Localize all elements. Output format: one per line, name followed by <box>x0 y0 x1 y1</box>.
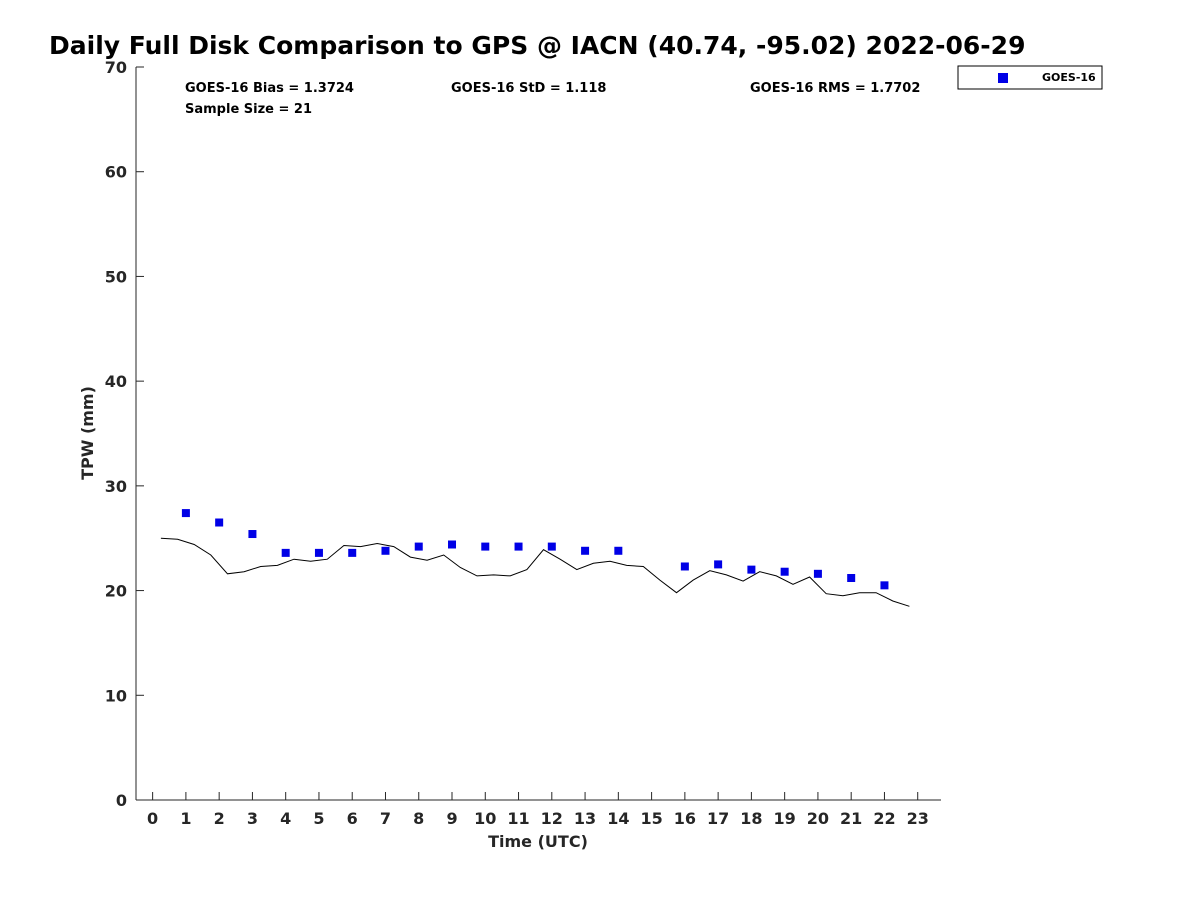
x-tick-label: 20 <box>807 809 829 828</box>
y-tick-label: 20 <box>105 582 127 601</box>
goes16-point <box>348 548 357 557</box>
x-tick-label: 7 <box>380 809 391 828</box>
goes16-point <box>581 546 590 555</box>
goes16-series <box>181 509 889 590</box>
goes16-point <box>514 542 523 551</box>
goes16-point <box>381 546 390 555</box>
x-tick-label: 17 <box>707 809 729 828</box>
x-tick-label: 18 <box>740 809 762 828</box>
x-tick-label: 15 <box>640 809 662 828</box>
legend-marker <box>998 73 1008 83</box>
y-tick-label: 30 <box>105 477 127 496</box>
y-tick-label: 60 <box>105 163 127 182</box>
goes16-point <box>614 546 623 555</box>
x-tick-label: 12 <box>541 809 563 828</box>
x-tick-label: 0 <box>147 809 158 828</box>
x-tick-label: 16 <box>674 809 696 828</box>
rms-stat: GOES-16 RMS = 1.7702 <box>750 81 920 96</box>
x-tick-label: 14 <box>607 809 629 828</box>
x-tick-label: 6 <box>347 809 358 828</box>
bias-stat: GOES-16 Bias = 1.3724 <box>185 81 354 96</box>
goes16-point <box>414 542 423 551</box>
gps-series <box>160 537 910 607</box>
legend-box <box>957 65 1103 90</box>
goes16-point <box>680 562 689 571</box>
goes16-point <box>880 581 889 590</box>
x-tick-label: 23 <box>907 809 929 828</box>
legend: GOES-16 <box>957 65 1103 90</box>
y-tick-label: 50 <box>105 267 127 286</box>
x-axis-ticks: 0 1 2 3 4 5 6 7 8 9 10 11 12 13 14 15 16 17 18 19 20 21 22 23 <box>147 792 929 828</box>
x-tick-label: 19 <box>774 809 796 828</box>
x-tick-label: 11 <box>507 809 529 828</box>
plot-area <box>136 67 941 800</box>
x-tick-label: 1 <box>180 809 191 828</box>
y-tick-label: 70 <box>105 58 127 77</box>
goes16-point <box>215 518 224 527</box>
std-stat: GOES-16 StD = 1.118 <box>451 81 606 96</box>
goes16-point <box>314 548 323 557</box>
axes <box>135 67 941 801</box>
x-tick-label: 22 <box>873 809 895 828</box>
x-tick-label: 9 <box>446 809 457 828</box>
goes16-point <box>847 574 856 583</box>
gps-line <box>160 537 910 607</box>
x-tick-label: 8 <box>413 809 424 828</box>
goes16-point <box>481 542 490 551</box>
goes16-point <box>780 567 789 576</box>
y-tick-label: 0 <box>116 791 127 810</box>
x-tick-label: 13 <box>574 809 596 828</box>
x-tick-label: 5 <box>313 809 324 828</box>
goes16-point <box>181 509 190 518</box>
y-axis-ticks: 0 10 20 30 40 50 60 70 <box>105 58 144 810</box>
x-tick-label: 10 <box>474 809 496 828</box>
goes16-point <box>281 548 290 557</box>
x-tick-label: 4 <box>280 809 291 828</box>
goes16-point <box>547 542 556 551</box>
y-tick-label: 10 <box>105 686 127 705</box>
chart-title: Daily Full Disk Comparison to GPS @ IACN… <box>49 31 1025 60</box>
x-tick-label: 3 <box>247 809 258 828</box>
goes16-point <box>248 530 257 539</box>
goes16-point <box>714 560 723 569</box>
y-axis-label: TPW (mm) <box>78 386 97 480</box>
goes16-point <box>747 565 756 574</box>
goes16-point <box>448 540 457 549</box>
legend-label: GOES-16 <box>1042 71 1096 84</box>
goes16-point <box>813 569 822 578</box>
x-tick-label: 2 <box>214 809 225 828</box>
y-tick-label: 40 <box>105 372 127 391</box>
sample-size-stat: Sample Size = 21 <box>185 102 312 117</box>
x-axis-label: Time (UTC) <box>488 832 588 851</box>
x-tick-label: 21 <box>840 809 862 828</box>
